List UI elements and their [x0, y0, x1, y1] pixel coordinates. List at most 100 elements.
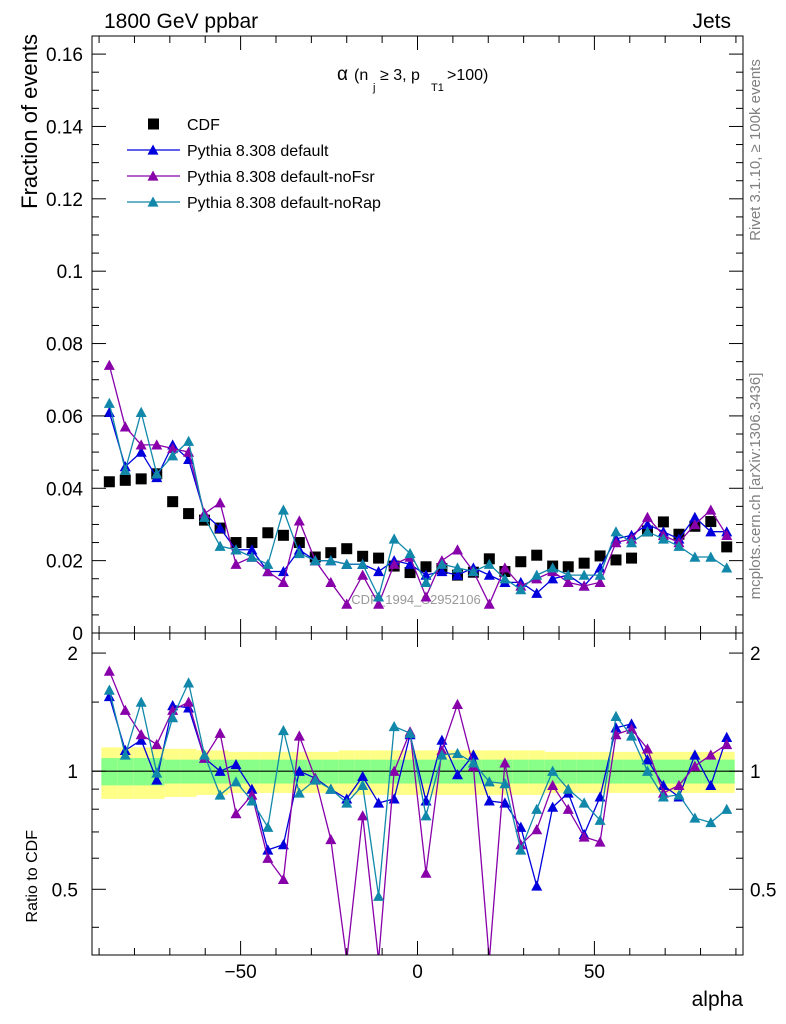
x-tick-label: −50 [224, 962, 256, 983]
legend-marker-square [148, 118, 159, 130]
data-point-triangle [562, 569, 574, 580]
ratio-point [135, 696, 147, 707]
data-point-triangle [167, 450, 179, 461]
ratio-point [610, 722, 622, 733]
ratio-point [183, 696, 195, 707]
ratio-point [214, 727, 226, 738]
ratio-point [293, 765, 305, 776]
ratio-point [610, 710, 622, 721]
data-point-square [373, 552, 385, 564]
ratio-point [135, 729, 147, 740]
ratio-point [594, 836, 606, 847]
ratio-point [246, 783, 258, 794]
data-point-triangle [515, 584, 527, 595]
data-point-triangle [436, 558, 448, 569]
data-point-square [594, 550, 606, 562]
data-point-triangle [135, 406, 147, 417]
data-point-triangle [641, 518, 653, 530]
ratio-y-tick-label-right: 0.5 [750, 880, 776, 901]
data-point-triangle [531, 587, 543, 598]
data-point-square [167, 496, 179, 508]
series-line [108, 365, 728, 606]
data-point-triangle [357, 569, 369, 580]
ratio-point [578, 831, 590, 842]
data-point-triangle [451, 569, 463, 580]
legend-label: Pythia 8.308 default-noRap [187, 195, 381, 212]
ratio-point [547, 801, 559, 812]
ratio-point [277, 873, 289, 885]
data-point-triangle [594, 576, 606, 588]
y-tick-label: 0.02 [46, 552, 83, 573]
data-point-triangle [689, 511, 701, 522]
chart-title: α (n j ≥ 3, p T1 >100) [337, 64, 488, 94]
ratio-point [135, 734, 147, 745]
data-point-square [578, 557, 590, 569]
data-point-triangle [483, 598, 495, 609]
ratio-point [594, 814, 606, 825]
data-point-triangle [373, 565, 385, 577]
ratio-point [230, 808, 242, 819]
ratio-point [420, 867, 432, 878]
data-point-triangle [594, 569, 606, 580]
data-point-triangle [673, 540, 685, 551]
ratio-point [357, 770, 369, 782]
y-tick-label: 0 [72, 624, 83, 645]
data-point-square [531, 549, 543, 561]
data-point-square [135, 473, 147, 485]
ratio-y-tick-label-right: 2 [750, 644, 761, 665]
ratio-series-line [108, 680, 728, 897]
data-point-triangle [262, 565, 274, 577]
data-point-triangle [467, 565, 479, 577]
y-tick-label: 0.16 [46, 45, 83, 66]
ratio-point [721, 738, 733, 750]
ratio-point [531, 880, 543, 891]
data-point-triangle [404, 547, 416, 559]
data-point-triangle [531, 569, 543, 580]
data-point-triangle [641, 511, 653, 522]
main-series-group [103, 359, 733, 609]
ratio-point [721, 803, 733, 814]
ratio-point [103, 665, 115, 676]
ratio-point [499, 778, 511, 789]
ratio-point [547, 779, 559, 791]
ratio-series-group [103, 665, 733, 955]
ratio-point [626, 718, 638, 729]
data-point-triangle [214, 540, 226, 551]
x-tick-label: 0 [412, 962, 423, 983]
ratio-point [277, 724, 289, 736]
legend-marker-triangle [147, 170, 159, 181]
legend-item: Pythia 8.308 default [127, 143, 329, 160]
data-point-triangle [689, 518, 701, 530]
data-point-triangle [436, 565, 448, 577]
ratio-point [230, 776, 242, 787]
y-tick-label: 0.04 [46, 479, 83, 500]
ratio-point [657, 779, 669, 791]
ratio-y-axis-title: Ratio to CDF [24, 830, 41, 923]
data-point-triangle [689, 551, 701, 562]
data-point-triangle [293, 515, 305, 526]
main-panel: 0 0.02 0.04 0.06 0.08 0.1 0.12 0.14 0.16 [46, 35, 744, 645]
data-point-triangle [103, 359, 115, 370]
data-point-triangle [277, 576, 289, 588]
ratio-point [119, 749, 131, 760]
y-tick-label: 0.06 [46, 407, 83, 428]
ratio-point [404, 727, 416, 738]
ratio-y-tick-label-left: 1 [67, 762, 78, 783]
ratio-point [373, 797, 385, 808]
data-point-square [705, 516, 717, 528]
data-point-triangle [246, 544, 258, 555]
ratio-point [689, 749, 701, 760]
ratio-point [705, 779, 717, 791]
analysis-watermark: CDF_1994_S2952106 [351, 592, 480, 607]
data-point-square [325, 547, 337, 559]
side-label-mcplots: mcplots.cern.ch [arXiv:1306.3436] [747, 373, 764, 600]
ratio-panel: −50 0 50 0.5 0.5 1 1 2 2 [52, 632, 776, 983]
legend-marker-triangle [147, 144, 159, 155]
data-point-triangle [103, 397, 115, 408]
legend: CDF Pythia 8.308 default Pythia 8.308 defa… [127, 117, 381, 212]
data-point-triangle [610, 537, 622, 548]
data-point-square [293, 537, 305, 549]
ratio-point [246, 795, 258, 806]
series-line [108, 403, 728, 599]
